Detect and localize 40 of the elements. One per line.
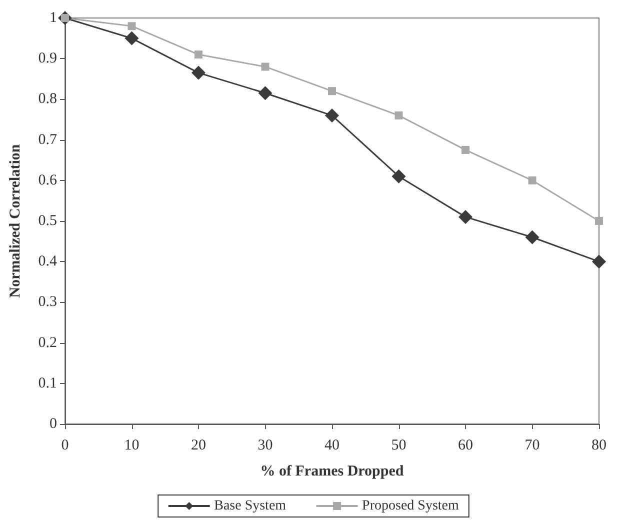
point bbox=[394, 111, 403, 120]
x-tick-label: 30 bbox=[258, 438, 273, 454]
y-tick-label: 0.9 bbox=[38, 50, 57, 67]
y-tick-label: 0 bbox=[50, 416, 57, 432]
point bbox=[192, 66, 206, 80]
legend-label: Base System bbox=[214, 498, 286, 514]
x-axis-title: % of Frames Dropped bbox=[260, 464, 404, 480]
y-tick-label: 0.2 bbox=[38, 334, 57, 351]
y-tick-label: 0.8 bbox=[38, 91, 57, 108]
point bbox=[458, 210, 472, 224]
x-tick-label: 70 bbox=[524, 438, 540, 454]
x-tick-label: 20 bbox=[191, 438, 206, 454]
y-tick-label: 0.4 bbox=[38, 254, 58, 270]
y-tick-label: 0.6 bbox=[38, 172, 58, 188]
point bbox=[462, 146, 470, 154]
y-tick-label: 0.7 bbox=[38, 132, 58, 148]
point bbox=[328, 87, 336, 96]
x-tick-label: 40 bbox=[324, 438, 340, 454]
y-axis-title: Normalized Correlation bbox=[8, 144, 24, 298]
point bbox=[392, 169, 406, 184]
point bbox=[258, 86, 272, 100]
x-tick-label: 80 bbox=[592, 438, 606, 454]
point bbox=[261, 62, 270, 71]
y-tick-label: 0.3 bbox=[38, 294, 57, 310]
x-tick-label: 10 bbox=[124, 438, 140, 454]
point bbox=[528, 176, 536, 184]
x-tick-label: 0 bbox=[61, 438, 69, 454]
y-tick-label: 1 bbox=[50, 10, 57, 26]
point bbox=[325, 108, 339, 122]
x-tick-label: 60 bbox=[458, 438, 473, 454]
point bbox=[128, 22, 136, 30]
point bbox=[592, 254, 606, 269]
point bbox=[525, 230, 540, 244]
legend-label: Proposed System bbox=[362, 498, 459, 514]
point bbox=[194, 50, 202, 59]
point bbox=[124, 31, 139, 46]
point bbox=[595, 217, 603, 225]
x-tick-label: 50 bbox=[391, 438, 406, 454]
y-tick-label: 0.1 bbox=[38, 375, 57, 392]
y-tick-label: 0.5 bbox=[38, 213, 57, 229]
